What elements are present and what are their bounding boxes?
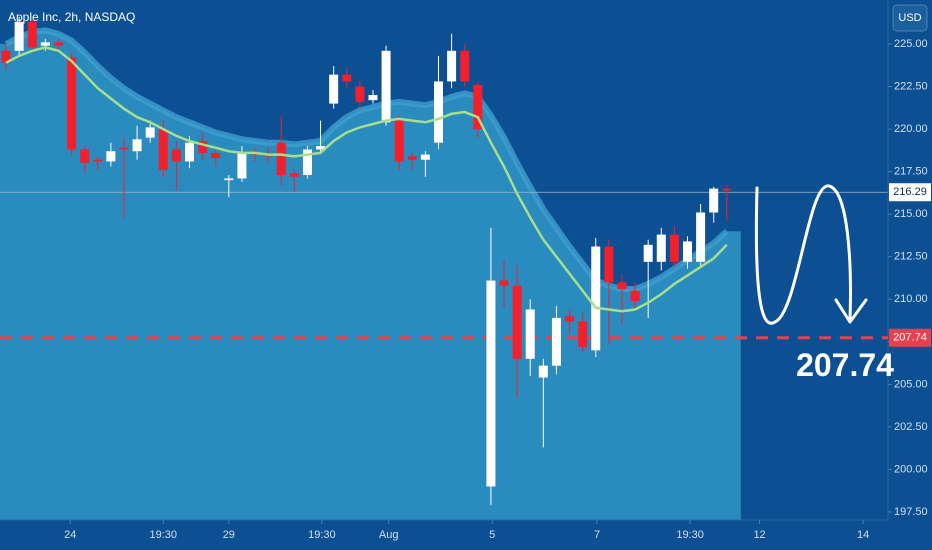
candle-body <box>578 321 588 347</box>
candle-body <box>211 152 221 159</box>
projection-arrow <box>754 184 852 325</box>
candle-body <box>342 74 352 82</box>
candle-body <box>682 241 692 262</box>
y-tick-label: 222.50 <box>894 80 928 92</box>
candle-body <box>643 244 653 262</box>
target-box <box>889 328 931 347</box>
currency-label[interactable]: USD <box>898 12 921 24</box>
candle-body <box>289 173 299 177</box>
candle-body <box>119 147 129 150</box>
arrow-head <box>834 298 868 324</box>
candle-body <box>158 129 168 170</box>
candle-body <box>394 120 404 162</box>
candle-body <box>538 365 548 378</box>
candle-body <box>447 50 457 82</box>
candle-body <box>40 42 50 46</box>
x-tick-label: 29 <box>223 529 235 541</box>
last-price-box <box>889 183 931 202</box>
candle-body <box>512 285 522 359</box>
candle-body <box>381 50 391 123</box>
candle-body <box>302 149 312 176</box>
moving-average <box>5 46 728 313</box>
candle-body <box>27 21 37 48</box>
candle-body <box>106 151 116 162</box>
y-tick-label: 220.00 <box>894 123 928 135</box>
candle-body <box>591 246 601 351</box>
candle-body <box>93 159 103 162</box>
x-tick-label: 7 <box>594 529 600 541</box>
candle-body <box>499 280 509 286</box>
candle-body <box>630 290 640 301</box>
y-tick-label: 210.00 <box>894 293 928 305</box>
y-tick-label: 217.50 <box>894 166 928 178</box>
y-tick-label: 202.50 <box>894 421 928 433</box>
candle-body <box>53 42 63 46</box>
y-tick-label: 225.00 <box>894 38 928 50</box>
chart-title: Apple Inc, 2h, NASDAQ <box>8 10 135 24</box>
x-tick-label: 5 <box>489 529 495 541</box>
candle-body <box>14 21 24 51</box>
y-tick-label: 212.50 <box>894 251 928 263</box>
target-big-label: 207.74 <box>796 347 894 383</box>
candle-body <box>132 139 142 152</box>
candle-body <box>237 152 247 179</box>
candle-body <box>198 141 208 153</box>
x-tick-label: 12 <box>753 529 765 541</box>
y-tick-label: 197.50 <box>894 506 928 518</box>
candle-body <box>551 317 561 366</box>
candle-body <box>224 178 234 181</box>
candle-body <box>145 127 155 138</box>
candle-body <box>420 154 430 160</box>
candle-body <box>316 146 326 150</box>
candle-body <box>184 142 194 162</box>
y-tick-label: 205.00 <box>894 378 928 390</box>
candle-body <box>433 81 443 143</box>
candle-body <box>696 212 706 262</box>
y-tick-label: 200.00 <box>894 463 928 475</box>
x-tick-label: Aug <box>379 529 399 541</box>
candle-body <box>80 149 90 164</box>
x-tick-label: 19:30 <box>150 529 178 541</box>
x-tick-label: 14 <box>857 529 869 541</box>
x-tick-label: 24 <box>64 529 76 541</box>
x-tick-label: 19:30 <box>308 529 336 541</box>
candle-body <box>67 57 77 150</box>
x-tick-label: 19:30 <box>676 529 704 541</box>
y-tick-label: 215.00 <box>894 208 928 220</box>
candle-body <box>525 309 535 359</box>
candle-body <box>722 188 732 191</box>
candle-body <box>460 50 470 82</box>
candle-body <box>407 156 417 160</box>
candle-body <box>669 234 679 262</box>
currency-box[interactable] <box>892 4 928 32</box>
candle-body <box>368 95 378 101</box>
candle-body <box>276 142 286 176</box>
last-price-label: 216.29 <box>893 186 927 198</box>
candle-body <box>1 50 11 63</box>
candle-body <box>329 74 339 104</box>
candle-body <box>656 234 666 262</box>
candle-body <box>709 188 719 213</box>
candle-body <box>565 316 575 322</box>
candle-body <box>355 86 365 102</box>
candle-body <box>617 282 627 290</box>
candle-body <box>604 246 614 283</box>
candle-body <box>486 280 496 487</box>
candle-body <box>473 84 483 130</box>
band-edge <box>4 27 729 293</box>
candle-body <box>171 149 181 162</box>
target-axis-label: 207.74 <box>893 332 927 344</box>
